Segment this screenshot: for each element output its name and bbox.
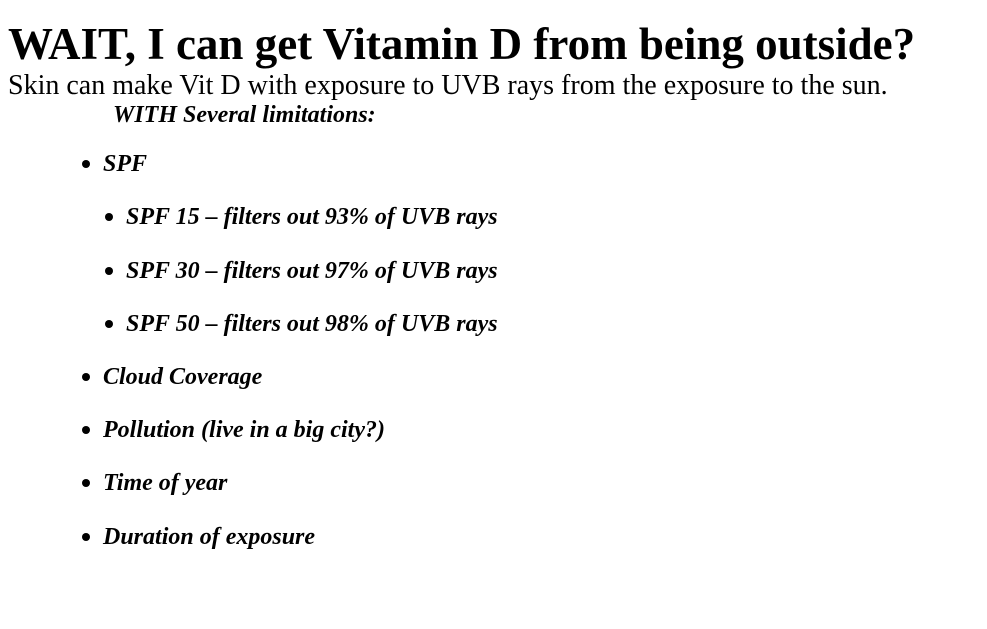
bullet-dot-icon (82, 479, 90, 487)
limitations-heading: WITH Several limitations: (113, 102, 376, 128)
slide-title: WAIT, I can get Vitamin D from being out… (8, 19, 916, 69)
list-item: Cloud Coverage (82, 362, 263, 392)
list-item-text: Pollution (live in a big city?) (103, 417, 385, 443)
list-item: Pollution (live in a big city?) (82, 415, 385, 445)
bullet-dot-icon (82, 533, 90, 541)
list-item-text: Duration of exposure (103, 524, 316, 550)
list-item: SPF 30 – filters out 97% of UVB rays (105, 256, 498, 286)
bullet-dot-icon (82, 160, 90, 168)
list-item-text: SPF (103, 151, 148, 177)
list-item-text: SPF 15 – filters out 93% of UVB rays (126, 204, 498, 230)
bullet-dot-icon (105, 267, 113, 275)
list-item-text: Time of year (103, 470, 228, 496)
list-item-text: Cloud Coverage (103, 364, 263, 390)
slide-subtitle: Skin can make Vit D with exposure to UVB… (8, 70, 888, 101)
bullet-dot-icon (82, 426, 90, 434)
list-item: SPF 50 – filters out 98% of UVB rays (105, 309, 498, 339)
list-item-text: SPF 50 – filters out 98% of UVB rays (126, 311, 498, 337)
list-item: Time of year (82, 468, 228, 498)
list-item: Duration of exposure (82, 522, 316, 552)
bullet-dot-icon (105, 213, 113, 221)
list-item-text: SPF 30 – filters out 97% of UVB rays (126, 258, 498, 284)
list-item: SPF (82, 149, 148, 179)
bullet-dot-icon (82, 373, 90, 381)
list-item: SPF 15 – filters out 93% of UVB rays (105, 202, 498, 232)
bullet-dot-icon (105, 320, 113, 328)
